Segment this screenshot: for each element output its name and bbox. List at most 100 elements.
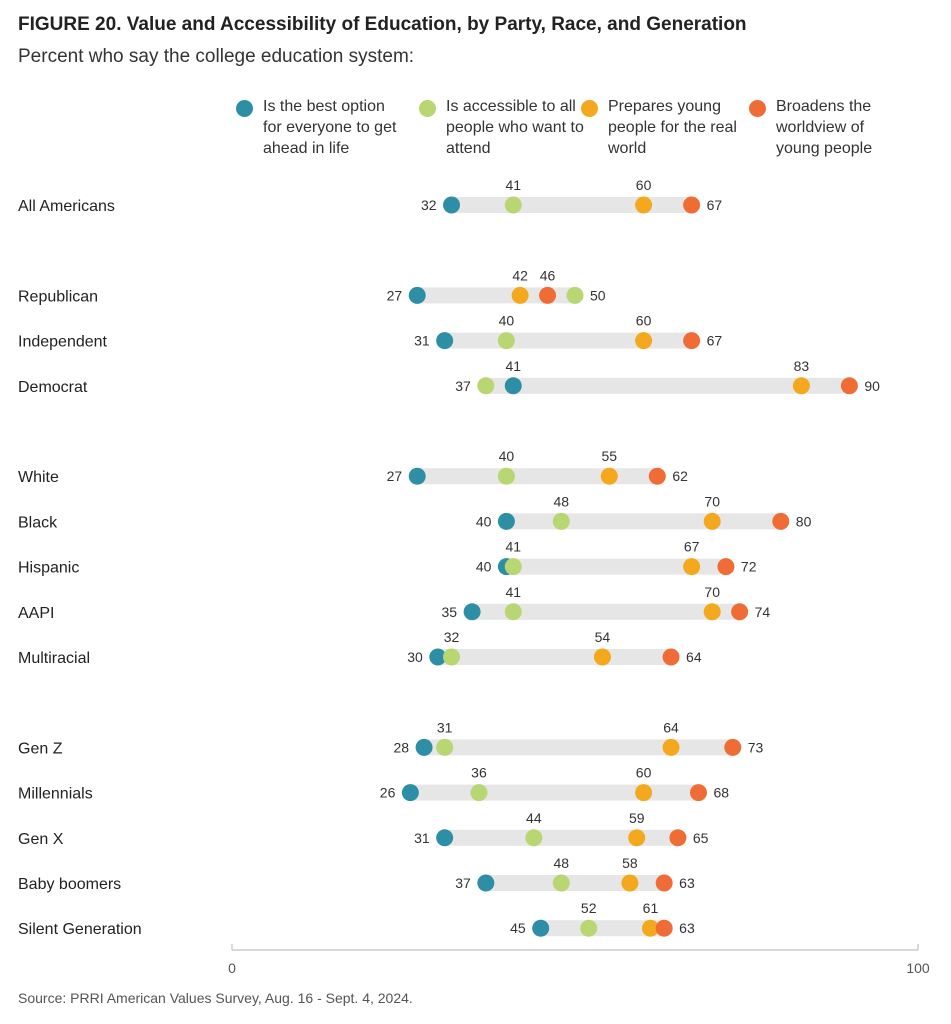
range-bar-silent-generation xyxy=(540,920,665,937)
legend-label-broadens: Broadens the worldview of young people xyxy=(776,98,873,157)
value-label-aapi-accessible: 41 xyxy=(505,584,521,600)
value-label-republican-prepares: 42 xyxy=(512,267,528,283)
dot-republican-accessible xyxy=(566,286,584,304)
value-label-democrat-accessible: 37 xyxy=(455,378,471,394)
range-bar-republican xyxy=(417,287,575,304)
value-label-black-broadens: 80 xyxy=(796,513,812,529)
value-label-multiracial-accessible: 32 xyxy=(444,629,460,645)
dot-republican-broadens xyxy=(539,286,557,304)
value-label-baby-boomers-best-option: 37 xyxy=(455,875,471,891)
value-label-white-broadens: 62 xyxy=(672,468,688,484)
category-label-gen-x: Gen X xyxy=(18,831,64,848)
dot-white-best-option xyxy=(408,467,426,485)
value-label-independent-prepares: 60 xyxy=(636,313,652,329)
value-label-all-americans-accessible: 41 xyxy=(505,177,521,193)
legend-swatch-broadens xyxy=(749,100,766,117)
dot-gen-x-prepares xyxy=(628,829,646,847)
value-label-silent-generation-broadens: 63 xyxy=(679,920,695,936)
dot-gen-x-broadens xyxy=(669,829,687,847)
value-label-republican-broadens: 46 xyxy=(540,267,556,283)
value-label-silent-generation-best-option: 45 xyxy=(510,920,526,936)
source-note: Source: PRRI American Values Survey, Aug… xyxy=(18,990,413,1006)
value-label-white-best-option: 27 xyxy=(387,468,403,484)
dot-democrat-accessible xyxy=(477,377,495,395)
range-bar-baby-boomers xyxy=(485,875,665,891)
value-label-millennials-best-option: 26 xyxy=(380,785,396,801)
value-label-millennials-prepares: 60 xyxy=(636,765,652,781)
value-label-silent-generation-accessible: 52 xyxy=(581,900,597,916)
value-label-silent-generation-prepares: 61 xyxy=(643,900,659,916)
category-label-baby-boomers: Baby boomers xyxy=(18,876,121,893)
category-label-gen-z: Gen Z xyxy=(18,740,63,757)
category-label-multiracial: Multiracial xyxy=(18,650,90,667)
dot-black-prepares xyxy=(703,512,721,530)
value-label-aapi-best-option: 35 xyxy=(442,604,458,620)
range-bar-millennials xyxy=(410,784,699,801)
value-label-multiracial-broadens: 64 xyxy=(686,649,702,665)
legend-swatch-accessible xyxy=(419,100,436,117)
dot-baby-boomers-broadens xyxy=(655,874,673,892)
dot-black-broadens xyxy=(772,512,790,530)
dot-aapi-prepares xyxy=(703,603,721,621)
dot-all-americans-broadens xyxy=(683,196,701,214)
dot-democrat-broadens xyxy=(840,377,858,395)
dot-all-americans-accessible xyxy=(504,196,522,214)
dot-multiracial-accessible xyxy=(443,648,461,666)
value-label-all-americans-prepares: 60 xyxy=(636,177,652,193)
value-label-republican-best-option: 27 xyxy=(387,287,403,303)
value-label-multiracial-prepares: 54 xyxy=(595,629,611,645)
category-label-aapi: AAPI xyxy=(18,605,54,622)
dot-baby-boomers-best-option xyxy=(477,874,495,892)
dot-millennials-accessible xyxy=(470,784,488,802)
category-label-republican: Republican xyxy=(18,288,98,305)
value-label-aapi-prepares: 70 xyxy=(704,584,720,600)
dot-all-americans-best-option xyxy=(443,196,461,214)
value-label-gen-x-prepares: 59 xyxy=(629,810,645,826)
dot-gen-x-best-option xyxy=(436,829,454,847)
dot-independent-accessible xyxy=(497,332,515,350)
legend-item-prepares: Prepares young people for the real world xyxy=(581,96,748,159)
dot-white-prepares xyxy=(600,467,618,485)
dot-aapi-accessible xyxy=(504,603,522,621)
value-label-gen-x-accessible: 44 xyxy=(526,810,542,826)
dot-baby-boomers-prepares xyxy=(621,874,639,892)
dot-silent-generation-broadens xyxy=(655,919,673,937)
value-label-millennials-broadens: 68 xyxy=(713,785,729,801)
range-bar-black xyxy=(506,513,781,530)
range-bar-aapi xyxy=(472,603,740,620)
value-label-independent-best-option: 31 xyxy=(414,333,430,349)
value-label-all-americans-best-option: 32 xyxy=(421,197,437,213)
legend-label-best-option: Is the best option for everyone to get a… xyxy=(263,98,397,157)
value-label-gen-x-best-option: 31 xyxy=(414,830,430,846)
value-label-gen-z-best-option: 28 xyxy=(394,739,410,755)
category-label-millennials: Millennials xyxy=(18,786,93,803)
dot-baby-boomers-accessible xyxy=(552,874,570,892)
value-label-black-best-option: 40 xyxy=(476,513,492,529)
value-label-millennials-accessible: 36 xyxy=(471,765,487,781)
dot-hispanic-broadens xyxy=(717,558,735,576)
dot-hispanic-prepares xyxy=(683,558,701,576)
dot-multiracial-prepares xyxy=(593,648,611,666)
dot-gen-z-best-option xyxy=(415,738,433,756)
category-label-white: White xyxy=(18,469,59,486)
value-label-gen-x-broadens: 65 xyxy=(693,830,709,846)
dot-silent-generation-prepares xyxy=(641,919,659,937)
value-label-white-prepares: 55 xyxy=(602,448,618,464)
range-bar-multiracial xyxy=(437,649,672,665)
x-axis-tick-label-0: 0 xyxy=(228,960,236,976)
dot-millennials-broadens xyxy=(689,784,707,802)
chart-subtitle: Percent who say the college education sy… xyxy=(18,46,415,67)
dot-aapi-best-option xyxy=(463,603,481,621)
value-label-black-accessible: 48 xyxy=(553,493,569,509)
value-label-independent-accessible: 40 xyxy=(499,313,515,329)
legend-swatch-best-option xyxy=(236,100,253,117)
dot-republican-prepares xyxy=(511,286,529,304)
dot-silent-generation-accessible xyxy=(580,919,598,937)
legend-label-accessible: Is accessible to all people who want to … xyxy=(446,98,584,157)
value-label-democrat-prepares: 83 xyxy=(794,358,810,374)
dot-millennials-best-option xyxy=(401,784,419,802)
dot-democrat-best-option xyxy=(504,377,522,395)
value-label-multiracial-best-option: 30 xyxy=(407,649,423,665)
dot-independent-broadens xyxy=(683,332,701,350)
legend-item-accessible: Is accessible to all people who want to … xyxy=(419,96,586,159)
